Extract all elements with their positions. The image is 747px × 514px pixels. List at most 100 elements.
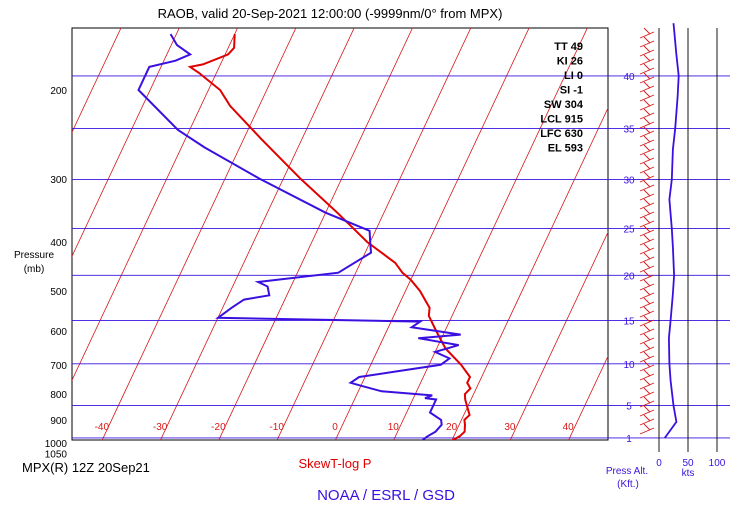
temperature-profile-line: [187, 34, 472, 440]
wind-barb-feather: [643, 243, 651, 251]
temperature-tick-label: 40: [563, 422, 575, 433]
height-tick-label: 1: [626, 434, 632, 445]
wind-speed-tick-label: 100: [709, 458, 726, 469]
wind-barb: [639, 265, 655, 273]
isotherm-line: [451, 107, 608, 440]
wind-barb: [639, 112, 655, 120]
wind-barb: [639, 220, 655, 228]
wind-barb: [639, 283, 655, 291]
temperature-tick-label: 10: [388, 422, 400, 433]
stability-index-sw: SW 304: [544, 99, 584, 111]
wind-barb: [639, 418, 655, 426]
temperature-tick-label: -40: [95, 422, 110, 433]
wind-barb-feather: [643, 288, 651, 296]
pressure-tick-label: 200: [50, 86, 67, 97]
wind-barb-feather: [643, 135, 651, 143]
temperature-tick-label: 0: [332, 422, 338, 433]
wind-barb-feather: [643, 360, 651, 368]
wind-barb: [639, 310, 655, 318]
pressure-tick-label: 600: [50, 327, 67, 338]
wind-barb: [639, 319, 655, 327]
isotherm-line: [568, 355, 608, 440]
temperature-tick-label: -30: [153, 422, 168, 433]
isotherm-line: [0, 27, 5, 454]
wind-barb-feather: [643, 171, 651, 179]
wind-speed-profile-line: [664, 23, 680, 439]
wind-barb-feather: [643, 315, 651, 323]
stability-indices: TT 49 KI 26 LI 0 SI -1 SW 304 LCL 915 LFC 630 E…: [540, 41, 584, 155]
height-tick-label: 35: [623, 125, 635, 136]
isotherm-line: [72, 28, 180, 258]
wind-barb: [639, 148, 655, 156]
wind-barb: [639, 238, 655, 246]
wind-barb-feather: [643, 297, 651, 305]
wind-barb: [639, 364, 655, 372]
wind-barb-feather: [643, 270, 651, 278]
plot-frame: [71, 27, 609, 441]
wind-barb: [639, 94, 655, 102]
wind-speed-tick-label: 50: [682, 458, 694, 469]
wind-barb-feather: [643, 306, 651, 314]
wind-barb-feather: [643, 405, 651, 413]
pressure-tick-label: 1050: [45, 450, 68, 461]
height-tick-label: 20: [623, 271, 635, 282]
wind-barb-feather: [643, 423, 651, 431]
wind-barb-feather: [643, 189, 651, 197]
wind-barb-feather: [643, 99, 651, 107]
height-ticks: 40 35 30 25 20 15 10 5 1: [623, 72, 635, 445]
stability-index-ki: KI 26: [557, 56, 583, 68]
wind-barb-feather: [643, 90, 651, 98]
wind-barb: [639, 193, 655, 201]
wind-barb-feather: [643, 144, 651, 152]
wind-barb: [639, 76, 655, 84]
isotherm-line: [218, 28, 413, 440]
pressure-tick-label: 900: [50, 416, 67, 427]
wind-barb-feather: [643, 216, 651, 224]
wind-barb-feather: [643, 108, 651, 116]
stability-index-lfc: LFC 630: [540, 128, 583, 140]
wind-barb: [639, 130, 655, 138]
wind-barb: [639, 49, 655, 57]
wind-barb-feather: [643, 414, 651, 422]
wind-barb-feather: [643, 180, 651, 188]
pressure-axis-title: Pressure: [14, 250, 54, 261]
isotherm-line: [101, 28, 297, 440]
height-tick-label: 5: [626, 402, 632, 413]
pressure-tick-label: 700: [50, 361, 67, 372]
wind-barb: [639, 157, 655, 165]
wind-barb-feather: [643, 333, 651, 341]
isotherm-line: [72, 28, 238, 382]
wind-barb: [639, 301, 655, 309]
footer-label: NOAA / ESRL / GSD: [317, 487, 455, 504]
pressure-tick-label: 1000: [45, 439, 68, 450]
wind-barb: [639, 400, 655, 408]
pressure-tick-label: 800: [50, 390, 67, 401]
wind-barb: [639, 139, 655, 147]
height-axis-title: Press Alt.: [606, 466, 648, 477]
stability-index-el: EL 593: [548, 143, 583, 155]
plot-type-label: SkewT-log P: [299, 456, 372, 471]
wind-barb-feather: [643, 45, 651, 53]
wind-barb-feather: [643, 252, 651, 260]
sounding-profiles: [137, 33, 472, 440]
wind-barb: [639, 58, 655, 66]
wind-barb-feather: [643, 207, 651, 215]
isotherm-line: [334, 28, 530, 440]
wind-barb: [639, 274, 655, 282]
wind-barb: [639, 184, 655, 192]
height-tick-label: 15: [623, 316, 635, 327]
wind-barb: [639, 31, 655, 39]
isotherm-line: [509, 231, 608, 440]
wind-barb: [639, 40, 655, 48]
wind-barb: [639, 211, 655, 219]
dewpoint-profile-line: [137, 33, 461, 440]
wind-barb-feather: [643, 342, 651, 350]
wind-barb: [639, 346, 655, 354]
height-axis-unit: (Kft.): [617, 479, 639, 490]
wind-speed-tick-label: 0: [656, 458, 662, 469]
stability-index-li: LI 0: [564, 70, 583, 82]
wind-barb-feather: [643, 126, 651, 134]
wind-barb: [639, 373, 655, 381]
wind-barb-feather: [643, 198, 651, 206]
